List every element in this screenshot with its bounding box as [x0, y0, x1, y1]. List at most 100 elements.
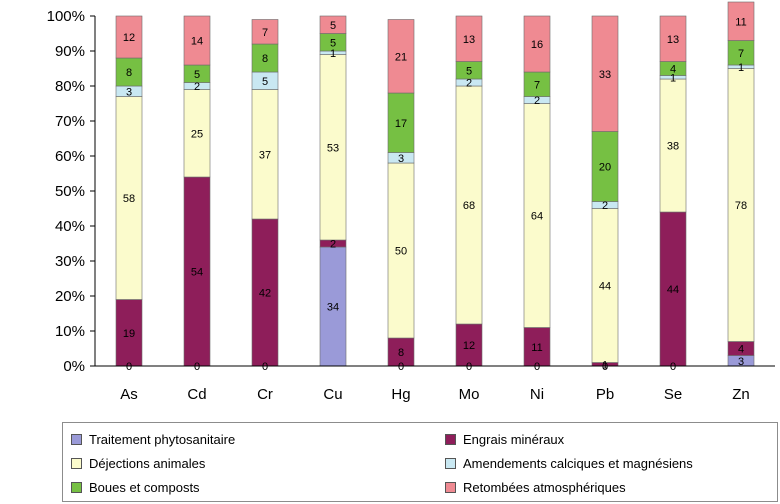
data-label: 3: [738, 356, 744, 368]
data-label: 5: [466, 65, 472, 77]
stacked-bar-chart: 0%10%20%30%40%50%60%70%80%90%100% 019583…: [47, 1, 775, 403]
data-label: 3: [126, 86, 132, 98]
legend-item-boues-et-composts: Boues et composts: [71, 478, 200, 496]
bar-segment: [387, 19, 415, 94]
bars: [115, 1, 755, 367]
legend-label: Amendements calciques et magnésiens: [463, 455, 693, 471]
data-label: 2: [602, 200, 608, 212]
x-tick-label: Pb: [596, 386, 614, 403]
y-tick-label: 10%: [55, 323, 85, 340]
y-tick-label: 80%: [55, 78, 85, 95]
bar-segment: [319, 246, 347, 367]
y-tick-label: 100%: [47, 8, 85, 25]
data-label: 3: [398, 153, 404, 165]
data-label: 64: [531, 211, 543, 223]
data-label: 54: [191, 267, 203, 279]
x-tick-label: Hg: [391, 386, 410, 403]
legend-item-retombees-atmospheriques: Retombées atmosphériques: [445, 478, 626, 496]
x-tick-label: Zn: [732, 386, 750, 403]
y-tick-label: 50%: [55, 183, 85, 200]
data-label: 0: [194, 361, 200, 373]
data-label: 50: [395, 246, 407, 258]
bar-segment: [251, 89, 279, 220]
y-tick-label: 30%: [55, 253, 85, 270]
data-label: 7: [262, 27, 268, 39]
legend-swatch: [71, 481, 82, 493]
data-label: 0: [670, 361, 676, 373]
data-label: 20: [599, 162, 611, 174]
data-label: 12: [123, 32, 135, 44]
data-label: 1: [738, 62, 744, 74]
bar-segment: [183, 176, 211, 367]
data-label: 68: [463, 200, 475, 212]
legend-label: Engrais minéraux: [463, 431, 565, 447]
data-label: 37: [259, 149, 271, 161]
legend-label: Déjections animales: [89, 455, 206, 471]
data-label: 34: [327, 302, 339, 314]
y-tick-label: 90%: [55, 43, 85, 60]
y-tick-label: 20%: [55, 288, 85, 305]
x-tick-label: Cu: [323, 386, 342, 403]
y-tick-label: 40%: [55, 218, 85, 235]
x-tick-label: Cr: [257, 386, 273, 403]
data-label: 8: [262, 53, 268, 65]
legend-swatch: [445, 433, 456, 445]
x-tick-label: Mo: [459, 386, 480, 403]
data-label: 7: [534, 79, 540, 91]
data-label: 25: [191, 128, 203, 140]
legend-label: Retombées atmosphériques: [463, 479, 626, 495]
bar-segment: [183, 89, 211, 178]
data-label: 2: [330, 239, 336, 251]
bar-segment: [319, 15, 347, 34]
x-tick-label: Cd: [187, 386, 206, 403]
bar-segment: [455, 323, 483, 367]
bar-segment: [387, 92, 415, 153]
data-label: 44: [599, 281, 611, 293]
data-label: 16: [531, 39, 543, 51]
x-tick-label: As: [120, 386, 138, 403]
bar-segment: [251, 218, 279, 367]
bar-segment: [591, 131, 619, 202]
data-label: 0: [602, 361, 608, 373]
data-labels: 0195838120542525140423758734253155085031…: [123, 16, 747, 373]
data-label: 0: [262, 361, 268, 373]
data-label: 42: [259, 288, 271, 300]
bar-segment: [659, 15, 687, 62]
legend-label: Boues et composts: [89, 479, 200, 495]
data-label: 58: [123, 193, 135, 205]
bar-segment: [523, 103, 551, 328]
data-label: 33: [599, 69, 611, 81]
bar-segment: [251, 19, 279, 45]
data-label: 19: [123, 328, 135, 340]
y-axis: 0% 10% 20% 30% 40% 50% 60% 70% 80% 90% 100%: [47, 8, 96, 375]
data-label: 2: [534, 95, 540, 107]
y-tick-label: 60%: [55, 148, 85, 165]
data-label: 1: [670, 72, 676, 84]
bar-segment: [455, 85, 483, 325]
data-label: 5: [194, 69, 200, 81]
data-label: 11: [735, 16, 746, 28]
data-label: 8: [126, 67, 132, 79]
bar-segment: [115, 299, 143, 367]
data-label: 1: [330, 48, 336, 60]
bar-segment: [387, 162, 415, 339]
legend-swatch: [445, 457, 456, 469]
y-tick-label: 0%: [63, 358, 85, 375]
bar-segment: [183, 15, 211, 66]
bar-segment: [591, 15, 619, 132]
x-tick-label: Ni: [530, 386, 544, 403]
bar-segment: [319, 54, 347, 241]
data-label: 13: [667, 34, 679, 46]
data-label: 11: [531, 342, 542, 354]
x-tick-label: Se: [664, 386, 682, 403]
bar-segment: [727, 40, 755, 66]
data-label: 7: [738, 48, 744, 60]
data-label: 5: [262, 76, 268, 88]
data-label: 0: [398, 361, 404, 373]
data-label: 44: [667, 284, 679, 296]
legend-swatch: [71, 433, 82, 445]
legend-item-dejections-animales: Déjections animales: [71, 454, 205, 472]
legend-swatch: [71, 457, 82, 469]
bar-segment: [523, 15, 551, 73]
legend-item-amendements-calciques: Amendements calciques et magnésiens: [445, 454, 693, 472]
